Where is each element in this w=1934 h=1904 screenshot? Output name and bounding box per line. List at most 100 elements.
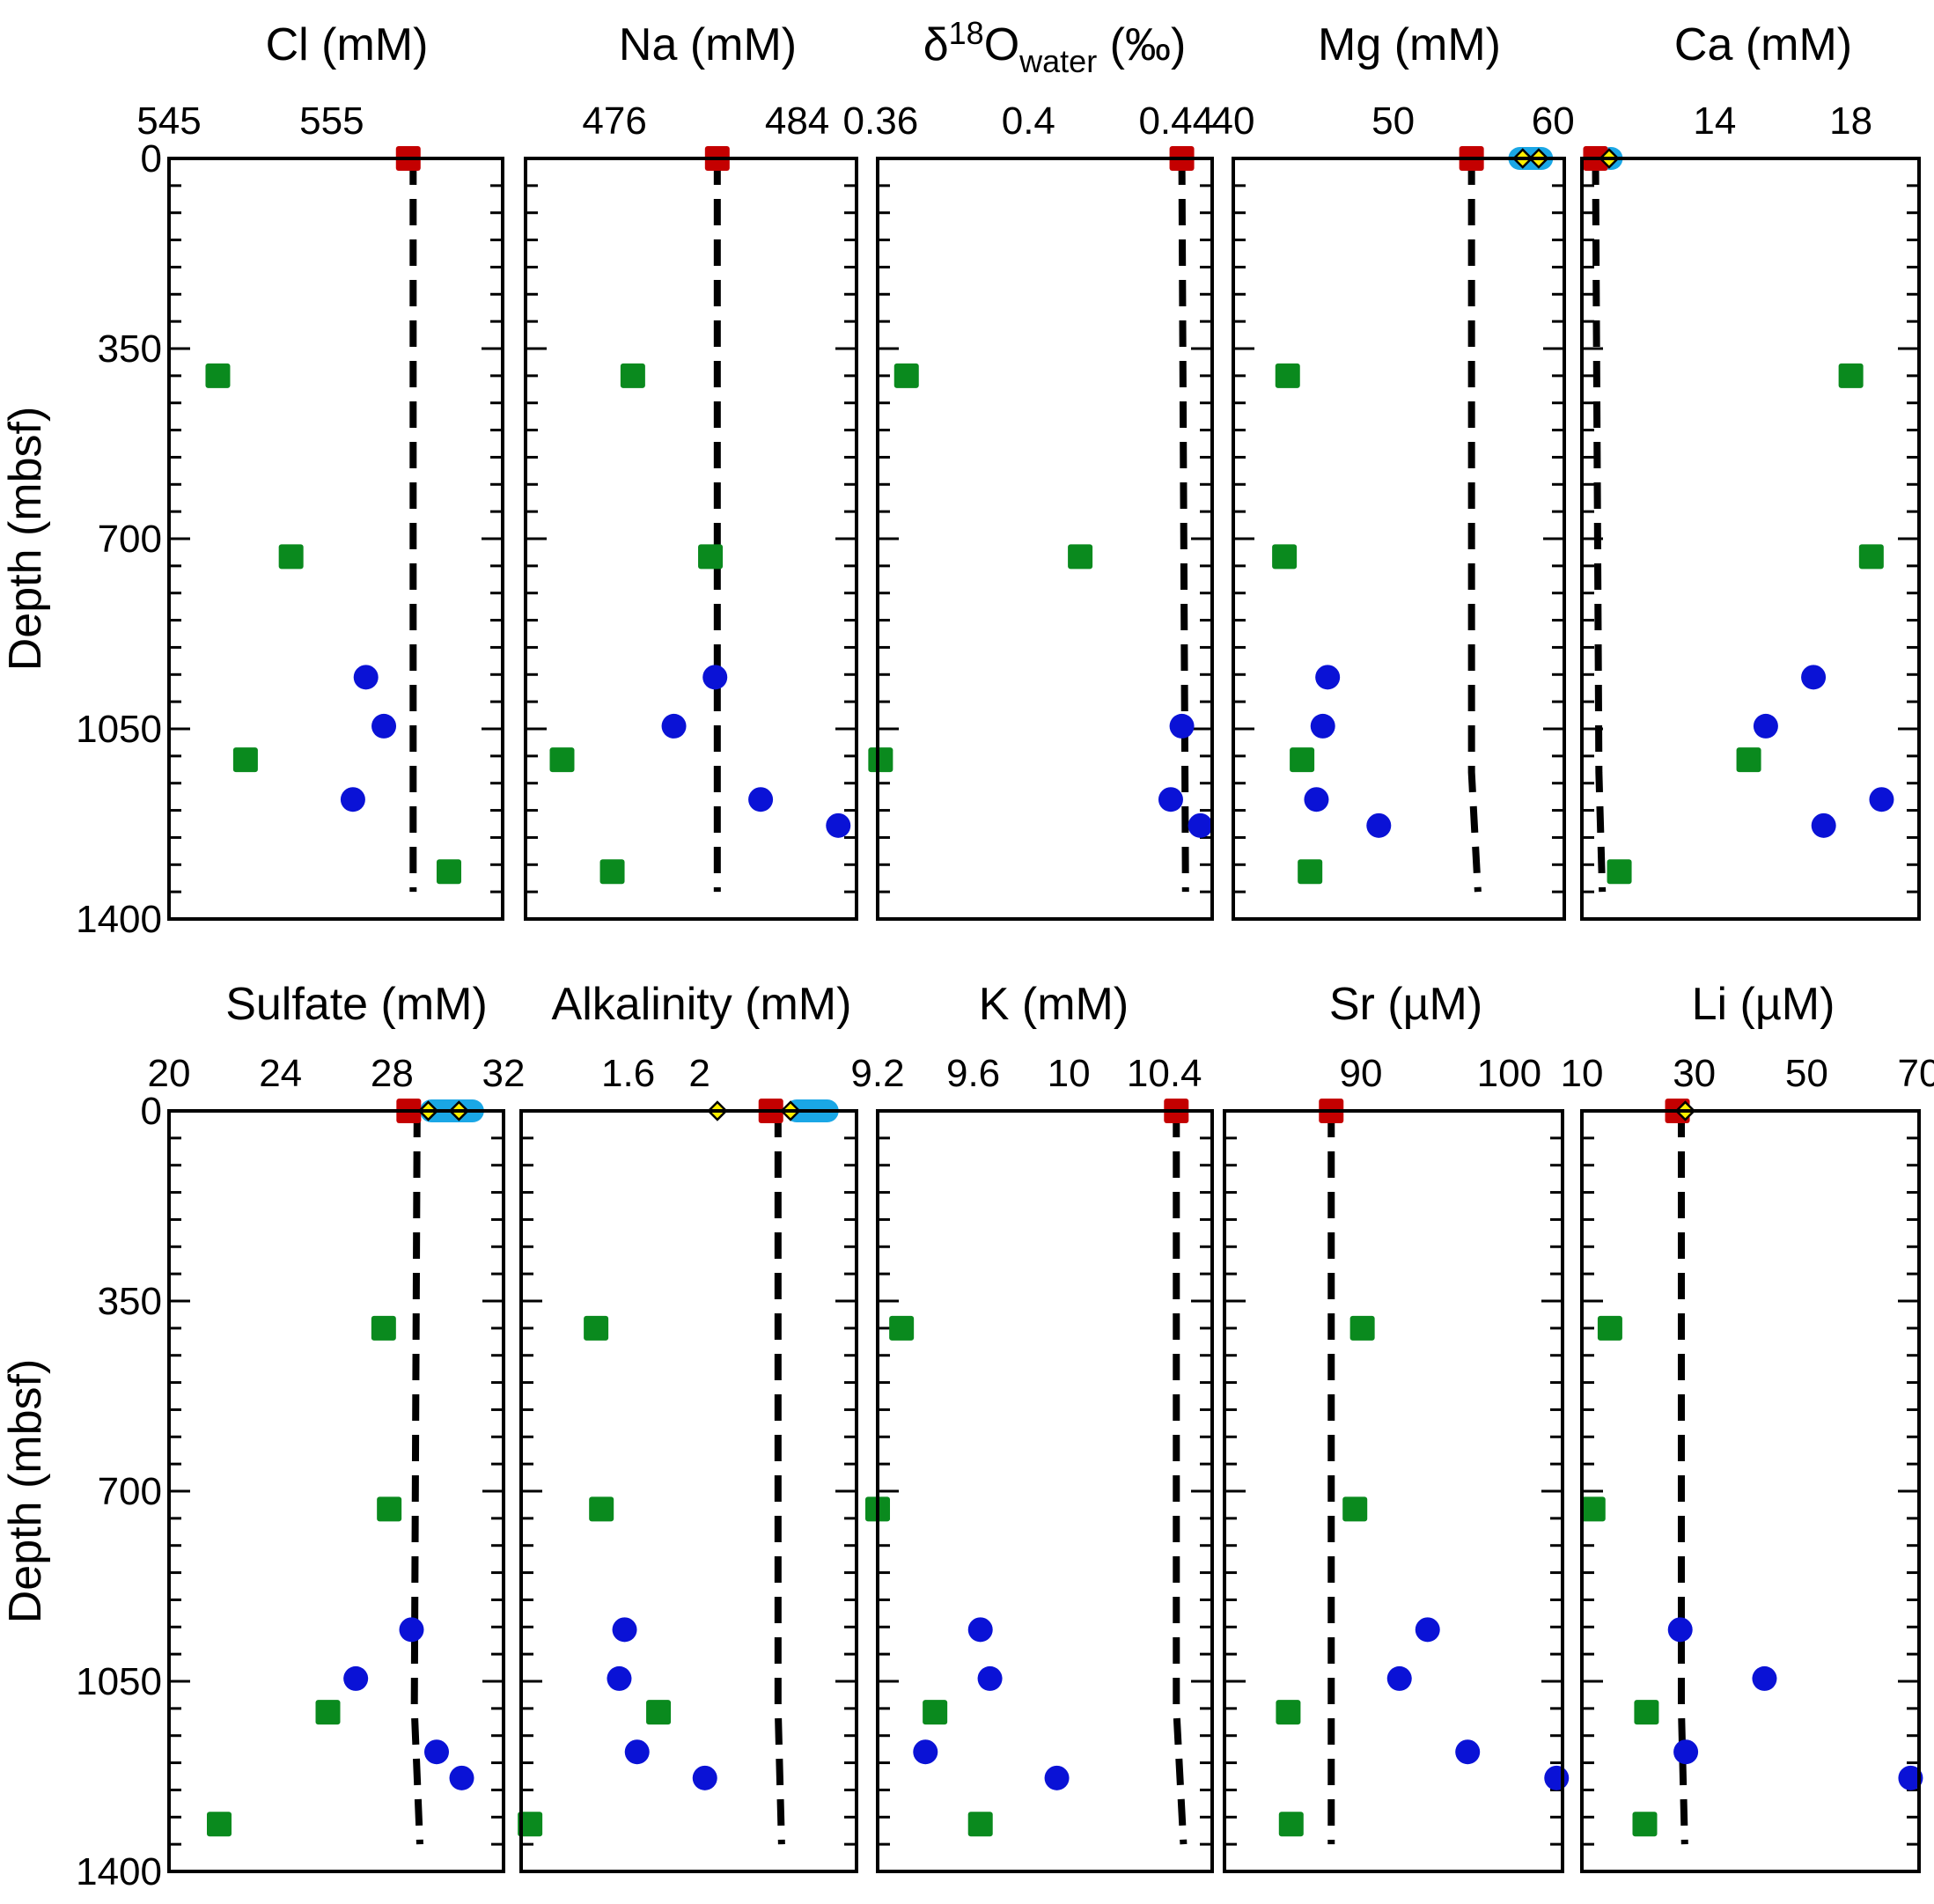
panel-title: Sulfate (mM) xyxy=(225,979,488,1030)
dashed-profile-line xyxy=(1173,1111,1188,1845)
blue-circle-point xyxy=(967,1617,993,1643)
x-tick-label: 18 xyxy=(1829,99,1872,143)
blue-circle-point xyxy=(1169,713,1195,739)
green-square-point xyxy=(1607,859,1632,885)
panel-frame xyxy=(519,1109,858,1873)
green-square-point xyxy=(1858,544,1884,570)
y-tick-label: 700 xyxy=(98,1470,162,1513)
green-square-point xyxy=(1349,1315,1375,1341)
x-tick-label: 14 xyxy=(1693,99,1736,143)
green-square-point xyxy=(1838,363,1864,388)
blue-circle-point xyxy=(748,787,774,812)
blue-circle-point xyxy=(977,1665,1003,1691)
panel-title: Sr (µM) xyxy=(1329,979,1482,1030)
panel-5: Sulfate (mM) 20 24 28 32 0 350 700 1050 1400 Depth… xyxy=(0,979,525,1893)
blue-circle-point xyxy=(343,1665,369,1691)
x-tick-label: 50 xyxy=(1371,99,1415,143)
x-tick-label: 545 xyxy=(136,99,201,143)
blue-circle-point xyxy=(424,1739,449,1765)
blue-circle-point xyxy=(624,1739,650,1765)
blue-circle-point xyxy=(1455,1739,1481,1765)
blue-circle-point xyxy=(1753,713,1778,739)
x-tick-label: 9.2 xyxy=(850,1052,904,1095)
blue-circle-point xyxy=(1188,812,1213,838)
green-square-point xyxy=(1634,1700,1659,1725)
panel-8: Sr (µM) 90 100 xyxy=(1223,979,1570,1873)
blue-circle-point xyxy=(1811,812,1836,838)
blue-circle-point xyxy=(1315,665,1341,690)
blue-circle-point xyxy=(1366,812,1392,838)
x-tick-label: 0.36 xyxy=(843,99,919,143)
green-square-point xyxy=(1298,859,1323,885)
blue-circle-point xyxy=(1869,787,1894,812)
blue-circle-point xyxy=(1158,787,1183,812)
y-tick-label: 1400 xyxy=(76,898,162,941)
x-tick-label: 30 xyxy=(1673,1052,1716,1095)
green-square-point xyxy=(371,1315,396,1341)
x-tick-label: 60 xyxy=(1532,99,1575,143)
x-tick-label: 50 xyxy=(1785,1052,1828,1095)
panel-1: Na (mM) 476 484 xyxy=(524,19,858,921)
panel-3: Mg (mM) 40 50 60 xyxy=(1212,19,1575,921)
panel-frame xyxy=(167,1109,505,1873)
x-tick-label: 10 xyxy=(1561,1052,1604,1095)
panel-9: Li (µM) 10 30 50 70 xyxy=(1561,979,1934,1873)
blue-circle-point xyxy=(826,812,851,838)
blue-circle-point xyxy=(1898,1765,1923,1790)
blue-circle-point xyxy=(1752,1665,1777,1691)
green-square-point xyxy=(205,363,231,388)
green-square-point xyxy=(646,1700,672,1725)
blue-circle-point xyxy=(913,1739,938,1765)
x-tick-label: 0.44 xyxy=(1138,99,1214,143)
panel-frame xyxy=(876,1109,1214,1873)
green-square-point xyxy=(1272,544,1298,570)
dashed-profile-line xyxy=(1467,158,1482,893)
green-square-point xyxy=(518,1812,543,1837)
panel-title: K (mM) xyxy=(979,979,1129,1030)
panel-6: Alkalinity (mM) 1.6 2 xyxy=(518,979,858,1873)
green-square-point xyxy=(1632,1812,1658,1837)
panel-title: Mg (mM) xyxy=(1318,19,1501,70)
panel-title: Cl (mM) xyxy=(266,19,429,70)
x-tick-label: 484 xyxy=(765,99,829,143)
blue-circle-point xyxy=(1044,1765,1070,1790)
blue-circle-point xyxy=(1667,1617,1693,1643)
green-square-point xyxy=(1068,544,1093,570)
panel-7: K (mM) 9.2 9.6 10 10.4 xyxy=(850,979,1214,1873)
green-square-point xyxy=(1275,363,1300,388)
x-tick-label: 32 xyxy=(482,1052,526,1095)
x-tick-label: 40 xyxy=(1212,99,1255,143)
blue-circle-point xyxy=(371,713,397,739)
x-tick-label: 9.6 xyxy=(946,1052,1000,1095)
x-tick-label: 476 xyxy=(582,99,646,143)
green-square-point xyxy=(207,1812,232,1837)
panel-4: Ca (mM) 14 18 xyxy=(1580,19,1921,921)
panel-title: Ca (mM) xyxy=(1674,19,1852,70)
blue-circle-point xyxy=(661,713,687,739)
panel-frame xyxy=(1232,157,1566,921)
blue-circle-point xyxy=(1310,713,1335,739)
panel-frame xyxy=(167,157,504,921)
x-tick-label: 20 xyxy=(148,1052,191,1095)
blue-circle-point xyxy=(1673,1739,1699,1765)
y-axis-label: Depth (mbsf) xyxy=(0,1359,51,1624)
x-tick-label: 0.4 xyxy=(1002,99,1055,143)
green-square-point xyxy=(1580,1496,1606,1522)
y-tick-label: 0 xyxy=(141,1090,162,1133)
x-tick-label: 555 xyxy=(299,99,364,143)
dashed-profile-line xyxy=(1178,158,1189,893)
x-tick-label: 2 xyxy=(688,1052,710,1095)
y-tick-label: 1050 xyxy=(76,708,162,751)
x-tick-label: 70 xyxy=(1898,1052,1934,1095)
panel-frame xyxy=(1580,157,1921,921)
green-square-point xyxy=(584,1315,609,1341)
x-tick-label: 100 xyxy=(1477,1052,1541,1095)
blue-circle-point xyxy=(1544,1765,1570,1790)
y-tick-label: 1400 xyxy=(76,1850,162,1893)
green-square-point xyxy=(436,859,461,885)
x-tick-label: 10 xyxy=(1048,1052,1091,1095)
panel-title: Li (µM) xyxy=(1692,979,1835,1030)
dashed-profile-line xyxy=(1592,158,1607,893)
